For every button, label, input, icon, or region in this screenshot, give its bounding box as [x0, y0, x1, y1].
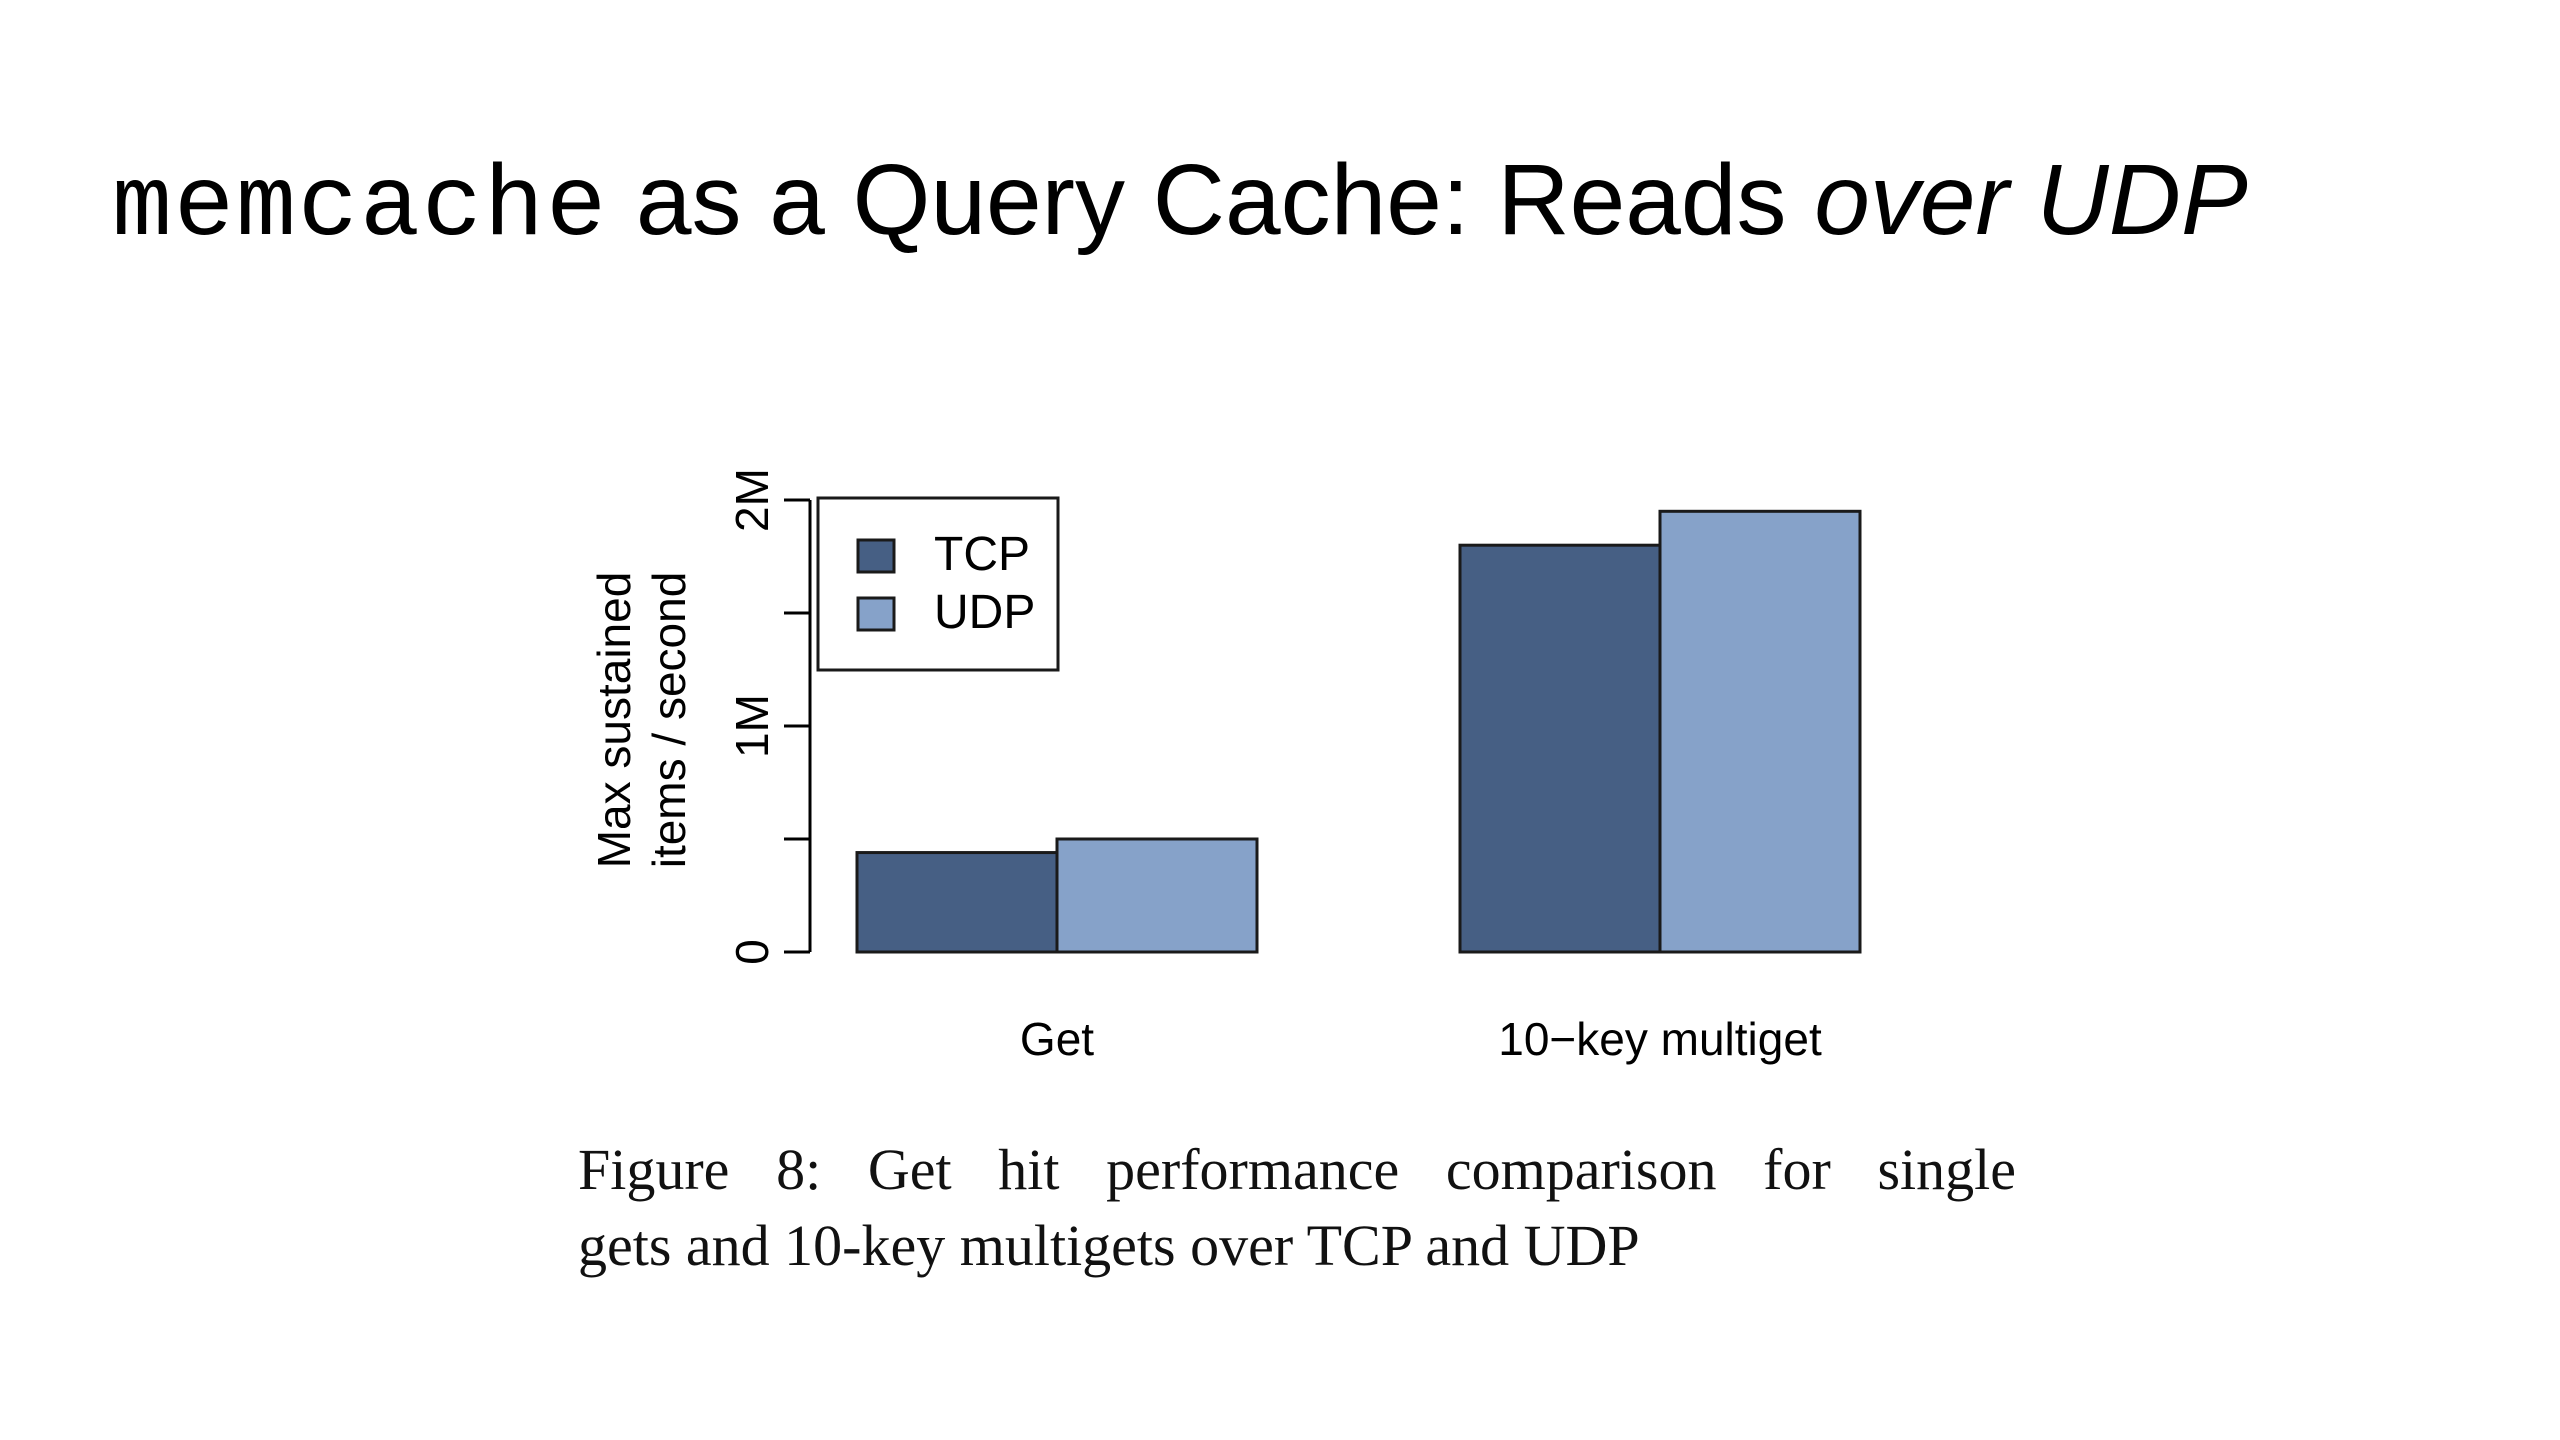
caption-line-2: gets and 10-key multigets over TCP and U… [578, 1213, 1640, 1278]
y-axis-title-line: items / second [643, 572, 695, 869]
caption-line-1: Figure 8: Get hit performance comparison… [578, 1137, 2016, 1202]
y-tick-label: 1M [726, 694, 778, 758]
title-code-term: memcache [112, 152, 609, 265]
bar-udp-multiget [1658, 509, 1862, 954]
bar-tcp-multiget [1458, 543, 1662, 954]
y-axis-title-line: Max sustained [588, 572, 640, 869]
legend-label-udp: UDP [934, 586, 1035, 639]
x-category-label: 10−key multiget [1498, 1013, 1822, 1065]
y-tick-label: 0 [726, 939, 778, 965]
legend-box [816, 496, 1060, 672]
title-text: as a Query Cache: Reads [608, 144, 1815, 256]
bars [855, 509, 1862, 954]
legend-label-tcp: TCP [934, 528, 1030, 581]
bar-tcp-get [855, 851, 1059, 954]
x-category-label: Get [1020, 1013, 1094, 1065]
slide-title: memcache as a Query Cache: Reads over UD… [112, 140, 2248, 269]
y-axis: 0 1M 2M [726, 468, 812, 965]
y-axis-title: Max sustained items / second [588, 572, 695, 869]
figure-caption: Figure 8: Get hit performance comparison… [578, 1132, 2016, 1284]
title-italic-text: over UDP [1814, 144, 2248, 256]
y-tick-label: 2M [726, 468, 778, 532]
x-axis-labels: Get 10−key multiget [1020, 1013, 1822, 1065]
bar-udp-get [1055, 837, 1259, 954]
legend-swatch-tcp [856, 538, 896, 574]
legend-swatch-udp [856, 596, 896, 632]
